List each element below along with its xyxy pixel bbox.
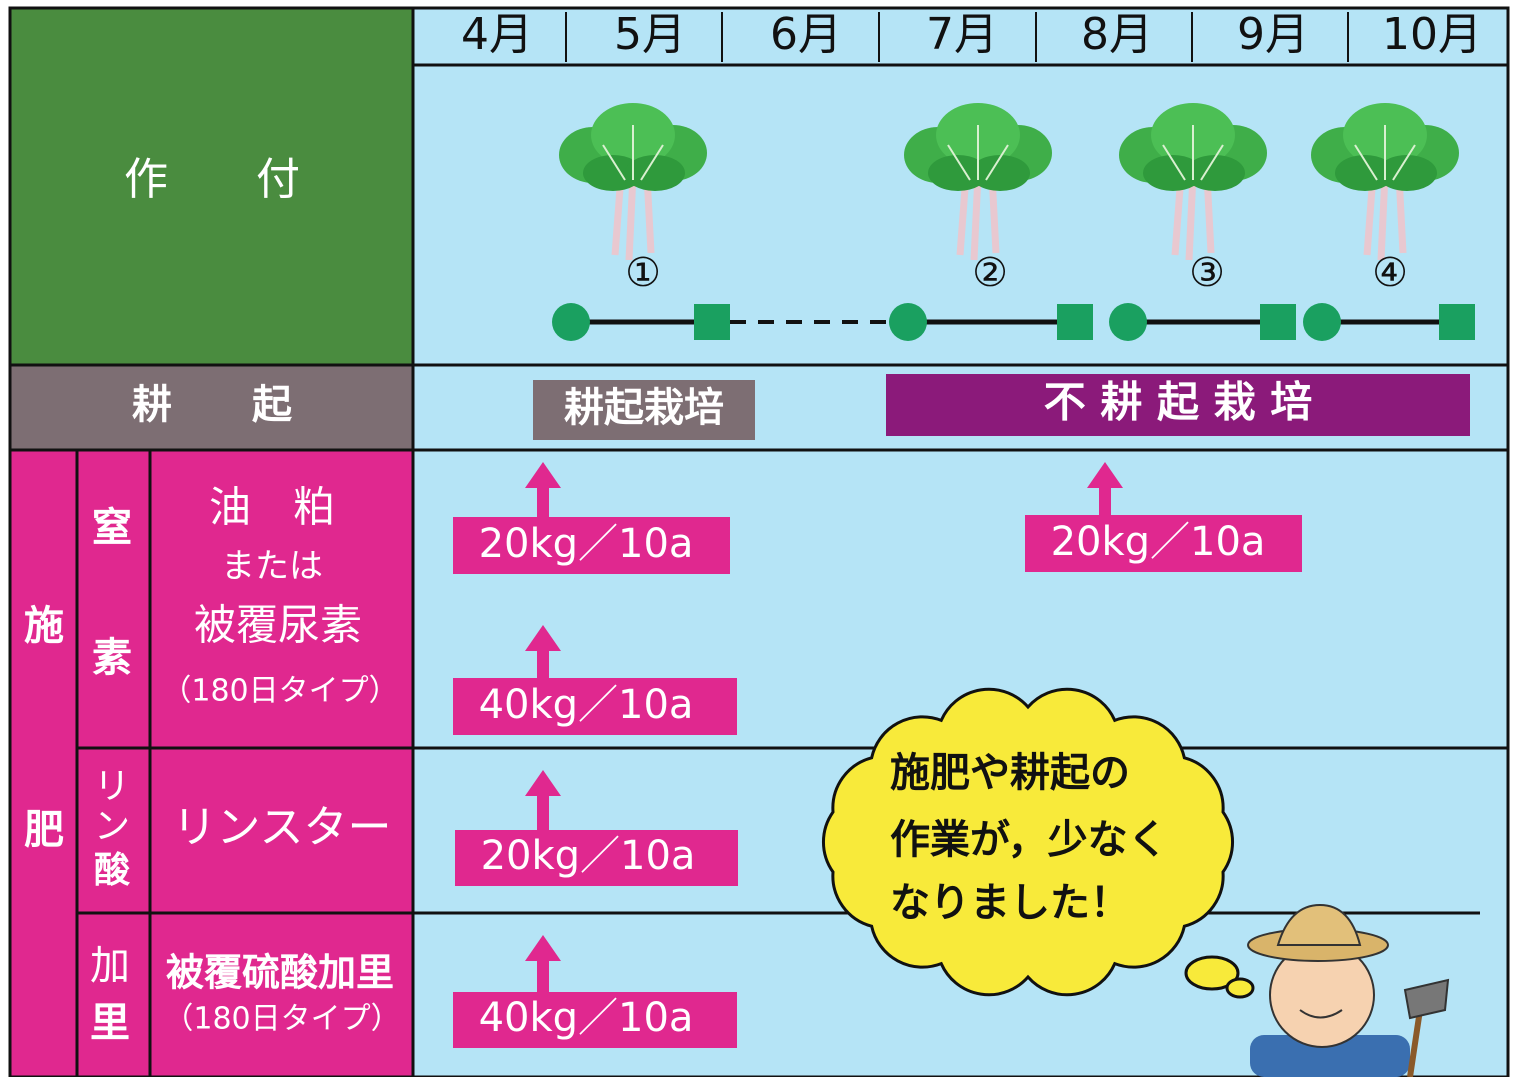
tillage-label: 不 耕 起 栽 培 [1044, 378, 1313, 427]
group-label: 素 [92, 635, 132, 681]
small-bubble [1225, 977, 1255, 999]
group-label: リ [94, 766, 130, 807]
month-label: 10月 [1382, 9, 1482, 60]
cloud [822, 687, 1234, 997]
row-header: 耕 起 [132, 382, 293, 428]
crop-number: ④ [1372, 250, 1408, 296]
grid-lines [8, 6, 1510, 1077]
row-header: 肥 [24, 807, 64, 853]
tillage-label: 耕起栽培 [564, 385, 724, 431]
crop-number: ② [972, 250, 1008, 296]
month-label: 6月 [770, 9, 842, 60]
group-label: 里 [90, 1000, 130, 1046]
group-label: 酸 [94, 850, 130, 891]
material-label: 被覆尿素 [194, 601, 362, 650]
material-label: リンスター [172, 802, 391, 853]
timeline [552, 303, 1475, 341]
amount-label: 40kg／10a [479, 682, 694, 728]
amount-label: 20kg／10a [481, 833, 696, 879]
material-label: または [221, 547, 323, 587]
group-label: 窒 [92, 505, 132, 551]
month-label: 8月 [1081, 9, 1153, 60]
group-label: 加 [90, 943, 130, 989]
crop-number: ① [625, 250, 661, 296]
farmer [1247, 903, 1450, 1077]
material-label: （180日タイプ） [161, 674, 398, 709]
material-label: 油 粕 [209, 483, 335, 532]
speech-bubble [822, 687, 1255, 999]
group-label: ン [94, 806, 130, 847]
amount-label: 20kg／10a [1051, 519, 1266, 565]
tillage-bars [533, 374, 1470, 440]
amount-label: 20kg／10a [479, 521, 694, 567]
amount-label: 40kg／10a [479, 995, 694, 1041]
speech-text: 施肥や耕起の [890, 750, 1130, 796]
fertilizer-arrows [453, 462, 1302, 1048]
month-label: 5月 [614, 9, 686, 60]
material-label: 被覆硫酸加里 [166, 951, 394, 995]
small-bubble [1184, 955, 1240, 991]
speech-text: 作業が，少なく [890, 817, 1168, 863]
material-label: （180日タイプ） [163, 1002, 400, 1037]
row-header: 施 [24, 603, 64, 649]
month-label: 9月 [1237, 9, 1309, 60]
crop-number: ③ [1189, 250, 1225, 296]
month-label: 7月 [926, 9, 998, 60]
month-label: 4月 [461, 9, 533, 60]
speech-text: なりました！ [890, 880, 1130, 926]
row-header: 作 付 [124, 154, 300, 205]
